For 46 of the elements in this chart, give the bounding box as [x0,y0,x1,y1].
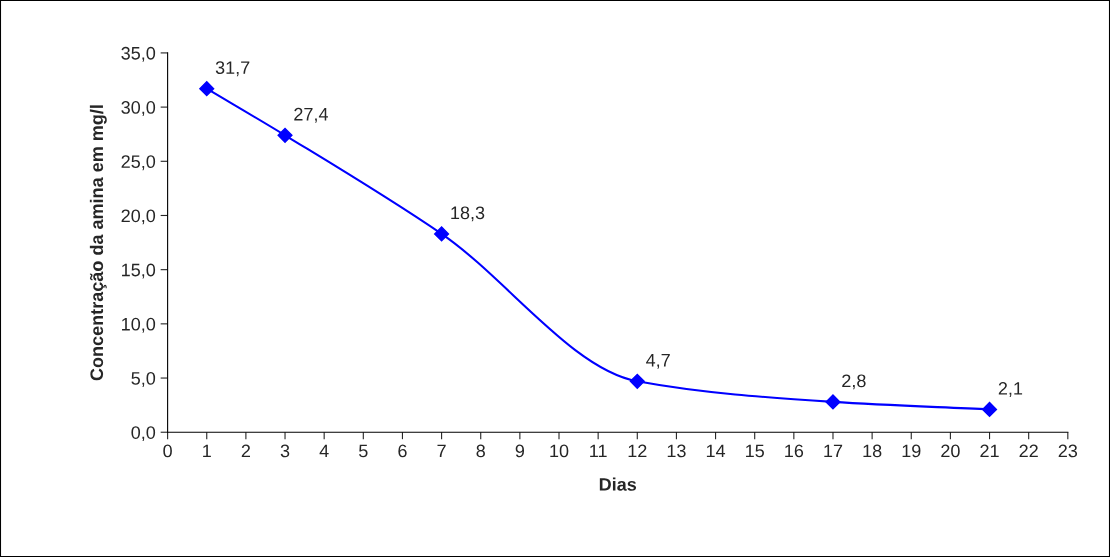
y-tick-label: 5,0 [131,371,156,387]
data-label: 18,3 [451,206,485,222]
x-tick-label: 14 [706,444,726,458]
point [629,373,645,389]
point [981,401,998,418]
point [825,394,841,410]
x-tick-label: 4 [319,444,329,458]
x-tick-label: 11 [590,444,607,458]
x-tick-label: 12 [628,444,647,458]
x-tick-label: 18 [863,444,882,458]
point [199,81,215,97]
y-tick-label: 0,0 [131,426,156,442]
y-tick-label: 30,0 [121,101,156,116]
x-tick-label: 19 [902,444,921,458]
x-tick-label: 8 [476,444,485,458]
y-tick-label: 20,0 [121,209,156,225]
point [434,226,450,242]
data-label: 4,7 [646,354,670,369]
y-tick-label: 35,0 [121,46,156,62]
x-tick-label: 16 [785,444,804,458]
x-tick-label: 17 [824,444,843,458]
data-label: 31,7 [215,61,250,77]
x-tick-label: 6 [398,444,407,458]
x-tick-label: 7 [437,444,446,458]
x-tick-label: 0 [163,444,172,458]
x-tick-label: 5 [359,444,368,458]
x-tick-label: 10 [550,444,569,458]
x-tick-label: 20 [941,444,960,458]
y-axis-title: Concentração da amina em mg/l [89,105,107,381]
point [277,127,293,143]
x-axis-title: Dias [599,477,637,491]
data-label: 2,1 [998,382,1023,397]
y-tick-label: 10,0 [122,317,156,333]
x-tick-label: 21 [980,444,999,458]
y-tick-label: 15,0 [122,263,156,279]
data-label: 27,4 [294,107,328,123]
x-tick-label: 23 [1058,444,1078,458]
x-tick-label: 2 [241,444,250,458]
x-tick-label: 1 [203,444,211,458]
data-label: 2,8 [842,374,866,390]
x-tick-label: 9 [515,444,525,458]
x-tick-label: 3 [280,444,290,458]
x-tick-label: 22 [1019,444,1038,458]
x-tick-label: 13 [667,444,686,458]
y-tick-label: 25,0 [121,155,156,171]
x-tick-label: 15 [746,444,764,458]
